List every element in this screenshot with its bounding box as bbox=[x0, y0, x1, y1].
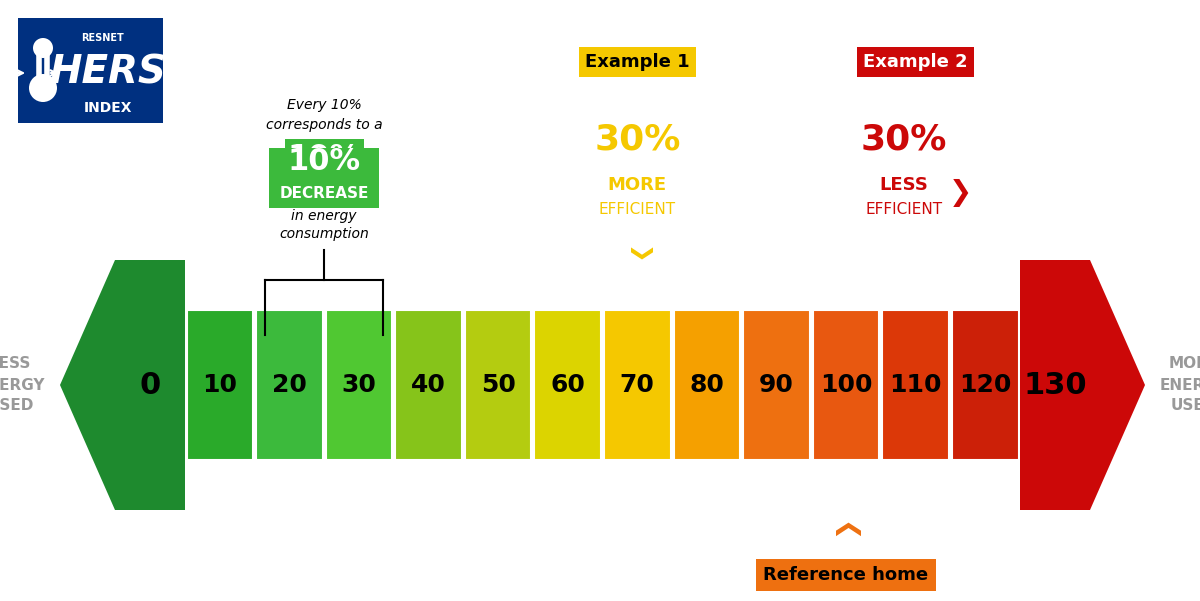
Circle shape bbox=[29, 74, 58, 102]
Text: 120: 120 bbox=[959, 373, 1012, 397]
Text: LESS: LESS bbox=[880, 176, 928, 194]
Text: 20: 20 bbox=[272, 373, 307, 397]
Bar bbox=[186, 310, 253, 460]
Text: ❯: ❯ bbox=[949, 179, 972, 207]
Text: 60: 60 bbox=[551, 373, 586, 397]
Text: DECREASE: DECREASE bbox=[280, 186, 368, 201]
Text: 0: 0 bbox=[139, 370, 161, 400]
Text: 10%: 10% bbox=[288, 147, 361, 177]
Text: LESS
ENERGY
USED: LESS ENERGY USED bbox=[0, 356, 46, 413]
Bar bbox=[604, 310, 671, 460]
Bar bbox=[743, 310, 810, 460]
Text: 30%: 30% bbox=[594, 123, 680, 157]
Text: 110: 110 bbox=[889, 373, 942, 397]
Bar bbox=[395, 310, 462, 460]
Text: EFFICIENT: EFFICIENT bbox=[599, 203, 676, 218]
Circle shape bbox=[34, 38, 53, 58]
Bar bbox=[534, 310, 601, 460]
Polygon shape bbox=[1020, 260, 1145, 510]
Bar bbox=[882, 310, 949, 460]
Bar bbox=[952, 310, 1019, 460]
Text: INDEX: INDEX bbox=[84, 101, 132, 115]
Text: 10: 10 bbox=[203, 373, 238, 397]
Text: DECREASE: DECREASE bbox=[280, 186, 368, 201]
Bar bbox=[325, 310, 392, 460]
Text: HERS: HERS bbox=[49, 54, 167, 92]
Text: 70: 70 bbox=[620, 373, 655, 397]
Text: 130: 130 bbox=[1024, 370, 1087, 400]
Text: RESNET: RESNET bbox=[80, 33, 124, 43]
Text: 30%: 30% bbox=[860, 123, 947, 157]
Bar bbox=[812, 310, 880, 460]
Text: Example 2: Example 2 bbox=[863, 53, 968, 71]
Text: corresponds to a: corresponds to a bbox=[266, 118, 383, 132]
Bar bbox=[673, 310, 740, 460]
FancyBboxPatch shape bbox=[269, 148, 379, 208]
Text: in energy
consumption: in energy consumption bbox=[280, 209, 370, 241]
Text: 10%: 10% bbox=[288, 142, 361, 171]
Text: 40: 40 bbox=[412, 373, 446, 397]
Text: Reference home: Reference home bbox=[763, 566, 929, 584]
Text: ❯: ❯ bbox=[626, 246, 648, 264]
Text: MORE
ENERGY
USED: MORE ENERGY USED bbox=[1160, 356, 1200, 413]
Text: 50: 50 bbox=[481, 373, 516, 397]
Text: Example 1: Example 1 bbox=[584, 53, 690, 71]
Text: 80: 80 bbox=[690, 373, 725, 397]
Text: 100: 100 bbox=[820, 373, 872, 397]
Text: 30: 30 bbox=[342, 373, 377, 397]
Bar bbox=[464, 310, 532, 460]
Text: ❯: ❯ bbox=[834, 514, 858, 535]
Polygon shape bbox=[60, 260, 185, 510]
Text: Every 10%: Every 10% bbox=[287, 98, 361, 112]
FancyBboxPatch shape bbox=[18, 18, 163, 123]
Bar bbox=[256, 310, 323, 460]
Text: EFFICIENT: EFFICIENT bbox=[865, 203, 942, 218]
Text: 90: 90 bbox=[760, 373, 794, 397]
Text: MORE: MORE bbox=[607, 176, 667, 194]
